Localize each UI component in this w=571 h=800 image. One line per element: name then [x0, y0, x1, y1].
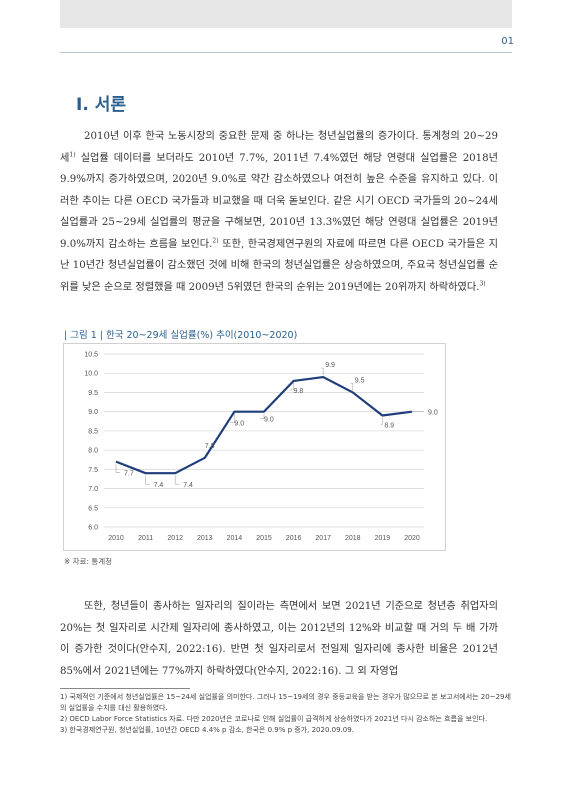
second-paragraph-text: 또한, 청년들이 종사하는 일자리의 질이라는 측면에서 보면 2021년 기준…	[60, 601, 498, 677]
x-tick-label: 2010	[108, 535, 124, 542]
data-label: 9.0	[234, 421, 244, 428]
data-label: 9.5	[355, 377, 365, 384]
x-tick-label: 2012	[167, 535, 183, 542]
footnote-2: 2) OECD Labor Force Statistics 자료. 다만 20…	[60, 715, 488, 723]
label-leader	[380, 417, 383, 425]
x-tick-label: 2011	[138, 535, 153, 542]
label-leader	[350, 383, 354, 391]
figure-source: ※ 자료: 통계청	[64, 557, 113, 566]
label-leader	[230, 413, 235, 423]
chart-svg: 6.0 6.5 7.0 7.5 8.0 8.5 9.0 9.5 10.0 10.5 2010 2011…	[84, 352, 438, 543]
data-label: 8.9	[384, 423, 394, 430]
y-tick-label: 7.0	[88, 486, 98, 493]
data-label: 7.4	[183, 482, 193, 489]
label-leader	[411, 411, 424, 414]
x-tick-label: 2019	[375, 535, 391, 542]
data-label: 9.9	[325, 362, 335, 369]
x-tick-label: 2015	[256, 535, 272, 542]
data-label: 9.8	[294, 388, 304, 395]
footnote-ref-2[interactable]: 2)	[212, 237, 219, 245]
page-number: 01	[501, 36, 514, 47]
intro-paragraph: 2010년 이후 한국 노동시장의 중요한 문제 중 하나는 청년실업률의 증가…	[60, 126, 498, 298]
y-tick-label: 7.5	[88, 467, 98, 474]
x-tick-label: 2014	[227, 535, 243, 542]
label-leader	[321, 367, 324, 376]
x-tick-label: 2017	[315, 535, 331, 542]
y-tick-label: 6.0	[88, 525, 98, 532]
figure-caption: | 그림 1 | 한국 20~29세 실업률(%) 추이(2010~2020)	[64, 330, 298, 341]
label-leader	[145, 475, 150, 485]
footnote-1: 1) 국제적인 기준에서 청년실업률은 15~24세 실업률을 의미한다. 그러…	[60, 693, 511, 712]
intro-text-1: 2010년 이후 한국 노동시장의 중요한 문제 중 하나는 청년실업률의 증가…	[60, 131, 498, 164]
data-label: 7.7	[124, 471, 134, 478]
intro-text-3: 또한, 한국경제연구원의 자료에 따르면 다른 OECD 국가들은 지난 10년…	[60, 238, 498, 293]
footnotes: 1) 국제적인 기준에서 청년실업률은 15~24세 실업률을 의미한다. 그러…	[60, 692, 512, 736]
data-label: 9.0	[264, 417, 274, 424]
footnote-ref-1[interactable]: 1)	[69, 151, 76, 159]
y-tick-label: 10.0	[84, 371, 98, 378]
label-leader	[174, 475, 180, 485]
footnote-divider	[60, 688, 190, 689]
header-divider	[60, 52, 512, 53]
unemployment-chart: 6.0 6.5 7.0 7.5 8.0 8.5 9.0 9.5 10.0 10.5 2010 2011…	[63, 343, 446, 551]
y-tick-label: 9.5	[88, 390, 98, 397]
label-leader	[260, 413, 265, 419]
x-tick-label: 2020	[404, 535, 420, 542]
x-tick-label: 2013	[197, 535, 213, 542]
y-tick-label: 8.0	[88, 448, 98, 455]
footnote-ref-3[interactable]: 3)	[479, 280, 486, 288]
y-tick-label: 8.5	[88, 428, 98, 435]
header-bar	[60, 0, 512, 28]
x-tick-label: 2016	[286, 535, 302, 542]
second-paragraph: 또한, 청년들이 종사하는 일자리의 질이라는 측면에서 보면 2021년 기준…	[60, 596, 498, 682]
y-tick-label: 10.5	[84, 352, 98, 359]
y-tick-label: 9.0	[88, 409, 98, 416]
label-leader	[115, 463, 120, 473]
data-label: 9.0	[428, 410, 438, 417]
intro-text-2: 실업률 데이터를 보더라도 2010년 7.7%, 2011년 7.4%였던 해…	[60, 152, 498, 250]
series-line	[115, 375, 413, 475]
data-label: 7.4	[154, 482, 164, 489]
data-label: 7.8	[205, 443, 215, 450]
section-title: Ⅰ. 서론	[76, 95, 126, 115]
label-leader	[289, 382, 294, 391]
footnote-3: 3) 한국경제연구원, 청년실업률, 10년간 OECD 4.4% p 감소, …	[60, 726, 354, 734]
x-tick-label: 2018	[345, 535, 361, 542]
y-tick-label: 6.5	[88, 505, 98, 512]
